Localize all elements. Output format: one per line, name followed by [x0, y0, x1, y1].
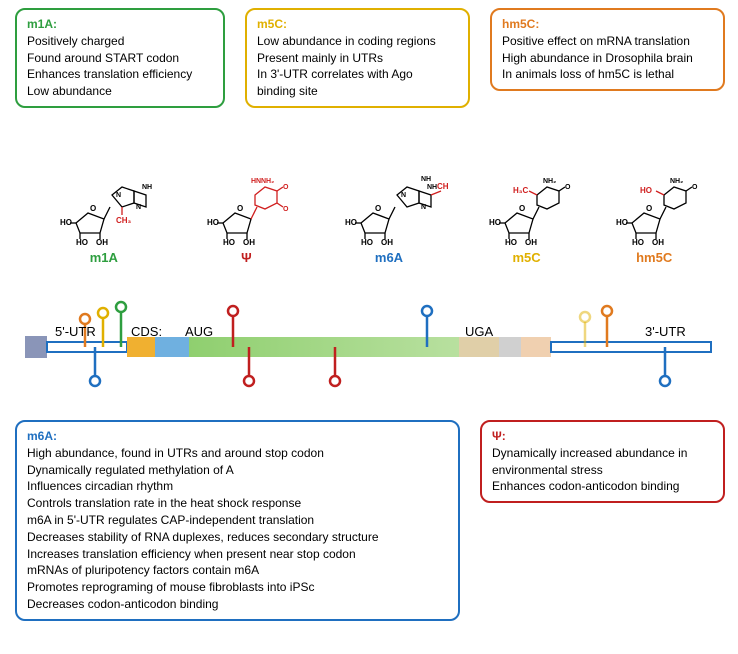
box-line: Low abundance in coding regions — [257, 33, 458, 50]
chem-label: m6A — [375, 250, 403, 265]
svg-text:NH₂: NH₂ — [261, 178, 274, 185]
chem-label: m1A — [90, 250, 118, 265]
svg-text:NH: NH — [421, 176, 431, 183]
box-line: Low abundance — [27, 83, 213, 100]
chem-hm5c: HOHOOHONH₂OHO hm5C — [604, 148, 704, 265]
box-line: In 3'-UTR correlates with Ago — [257, 66, 458, 83]
svg-text:N: N — [401, 192, 406, 199]
box-line: m6A in 5'-UTR regulates CAP-independent … — [27, 512, 448, 529]
box-line: environmental stress — [492, 462, 713, 479]
chem-label: m5C — [512, 250, 540, 265]
svg-text:O: O — [646, 204, 652, 213]
chem-structure-icon: HOHOOHONH₂OH₃C — [477, 148, 577, 248]
box-line: High abundance, found in UTRs and around… — [27, 445, 448, 462]
info-box-hm5c: hm5C: Positive effect on mRNA translatio… — [490, 8, 725, 91]
svg-text:NH: NH — [427, 184, 437, 191]
info-box-m5c: m5C: Low abundance in coding regionsPres… — [245, 8, 470, 108]
svg-text:OH: OH — [525, 238, 537, 247]
label-aug: AUG — [185, 324, 213, 339]
box-line: Dynamically increased abundance in — [492, 445, 713, 462]
mrna-track: 5'-UTR CDS: AUG UGA 3'-UTR — [25, 300, 713, 380]
box-title: Ψ: — [492, 429, 506, 443]
box-line: Decreases stability of RNA duplexes, red… — [27, 529, 448, 546]
label-5utr: 5'-UTR — [55, 324, 96, 339]
box-lines: Dynamically increased abundance inenviro… — [492, 445, 713, 495]
box-title: m6A: — [27, 429, 57, 443]
box-lines: Low abundance in coding regionsPresent m… — [257, 33, 458, 100]
box-line: Positive effect on mRNA translation — [502, 33, 713, 50]
svg-text:HO: HO — [223, 238, 235, 247]
svg-text:O: O — [283, 184, 289, 191]
svg-text:OH: OH — [243, 238, 255, 247]
svg-text:NH₂: NH₂ — [670, 178, 683, 185]
svg-text:HO: HO — [640, 186, 652, 195]
box-lines: High abundance, found in UTRs and around… — [27, 445, 448, 613]
box-title: hm5C: — [502, 17, 539, 31]
box-lines: Positively chargedFound around START cod… — [27, 33, 213, 100]
chem-structure-icon: HOHOOHONNNHCH₃ — [44, 148, 164, 248]
box-line: Controls translation rate in the heat sh… — [27, 495, 448, 512]
info-box-m1a: m1A: Positively chargedFound around STAR… — [15, 8, 225, 108]
svg-text:O: O — [519, 204, 525, 213]
svg-text:OH: OH — [381, 238, 393, 247]
box-line: Present mainly in UTRs — [257, 50, 458, 67]
svg-text:NH₂: NH₂ — [543, 178, 556, 185]
chem-psi: HOHOOHONH₂OHNO Ψ — [191, 148, 301, 265]
chem-structure-icon: HOHOOHONH₂OHNO — [191, 148, 301, 248]
box-line: High abundance in Drosophila brain — [502, 50, 713, 67]
chem-structure-icon: HOHOOHONNNHCH₃NH — [329, 148, 449, 248]
box-line: mRNAs of pluripotency factors contain m6… — [27, 562, 448, 579]
label-3utr: 3'-UTR — [645, 324, 686, 339]
info-box-m6a: m6A: High abundance, found in UTRs and a… — [15, 420, 460, 621]
svg-text:O: O — [565, 184, 571, 191]
svg-text:N: N — [116, 192, 121, 199]
svg-text:CH₃: CH₃ — [116, 216, 132, 225]
mrna-svg — [25, 280, 713, 390]
box-line: Increases translation efficiency when pr… — [27, 546, 448, 563]
svg-text:CH₃: CH₃ — [437, 182, 449, 191]
svg-text:O: O — [90, 204, 96, 213]
svg-text:HO: HO — [76, 238, 88, 247]
box-title: m1A: — [27, 17, 57, 31]
svg-text:N: N — [136, 204, 141, 211]
box-line: In animals loss of hm5C is lethal — [502, 66, 713, 83]
svg-text:N: N — [421, 204, 426, 211]
svg-text:NH: NH — [142, 184, 152, 191]
box-lines: Positive effect on mRNA translationHigh … — [502, 33, 713, 83]
label-uga: UGA — [465, 324, 493, 339]
label-cds: CDS: — [131, 324, 162, 339]
box-line: Found around START codon — [27, 50, 213, 67]
svg-text:O: O — [375, 204, 381, 213]
svg-text:HO: HO — [361, 238, 373, 247]
chem-label: hm5C — [636, 250, 672, 265]
chem-m5c: HOHOOHONH₂OH₃C m5C — [477, 148, 577, 265]
svg-text:HO: HO — [505, 238, 517, 247]
box-line: Enhances translation efficiency — [27, 66, 213, 83]
svg-text:O: O — [237, 204, 243, 213]
chem-m1a: HOHOOHONNNHCH₃ m1A — [44, 148, 164, 265]
box-line: Enhances codon-anticodon binding — [492, 478, 713, 495]
chemical-structure-row: HOHOOHONNNHCH₃ m1A HOHOOHONH₂OHNO Ψ HOHO… — [30, 140, 718, 265]
chem-m6a: HOHOOHONNNHCH₃NH m6A — [329, 148, 449, 265]
box-line: binding site — [257, 83, 458, 100]
svg-text:H₃C: H₃C — [513, 186, 528, 195]
box-line: Promotes reprograming of mouse fibroblas… — [27, 579, 448, 596]
chem-structure-icon: HOHOOHONH₂OHO — [604, 148, 704, 248]
chem-label: Ψ — [241, 250, 252, 265]
box-line: Decreases codon-anticodon binding — [27, 596, 448, 613]
svg-text:HN: HN — [251, 178, 261, 185]
box-line: Influences circadian rhythm — [27, 478, 448, 495]
box-line: Dynamically regulated methylation of A — [27, 462, 448, 479]
svg-text:HO: HO — [632, 238, 644, 247]
box-line: Positively charged — [27, 33, 213, 50]
box-title: m5C: — [257, 17, 287, 31]
svg-text:OH: OH — [652, 238, 664, 247]
svg-text:O: O — [692, 184, 698, 191]
info-box-psi: Ψ: Dynamically increased abundance inenv… — [480, 420, 725, 503]
svg-text:O: O — [283, 206, 289, 213]
svg-text:OH: OH — [96, 238, 108, 247]
